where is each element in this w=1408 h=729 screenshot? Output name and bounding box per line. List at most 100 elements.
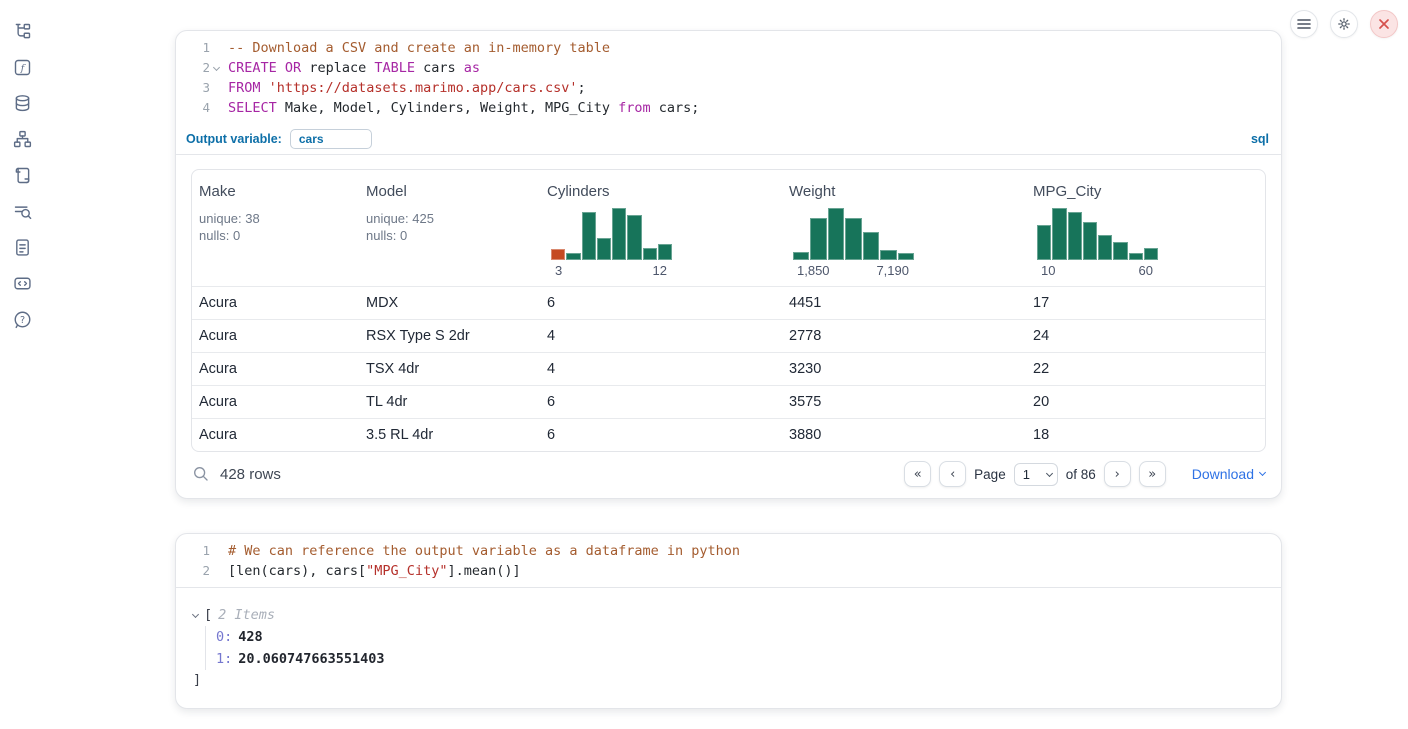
histogram-bar[interactable] xyxy=(1037,225,1052,260)
code-line[interactable]: 1 # We can reference the output variable … xyxy=(202,543,741,559)
tree-close-bracket: ] xyxy=(193,672,202,688)
table-cell: Acura xyxy=(199,295,237,311)
table-cell: 4 xyxy=(547,361,556,377)
histogram-bar[interactable] xyxy=(1067,212,1082,260)
table-cell: 6 xyxy=(547,295,556,311)
last-page-button[interactable]: » xyxy=(1138,461,1166,487)
histogram-bar[interactable] xyxy=(1082,222,1097,260)
svg-text:f: f xyxy=(19,63,25,74)
column-stats: unique: 425 nulls: 0 xyxy=(366,211,434,243)
histogram-bar[interactable] xyxy=(793,252,810,260)
table-cell: 22 xyxy=(1033,361,1050,377)
table-cell: 3.5 RL 4dr xyxy=(366,427,434,443)
gear-icon[interactable] xyxy=(1330,10,1358,38)
output-variable-label: Output variable: xyxy=(186,132,282,146)
variables-function-icon[interactable]: f xyxy=(10,56,35,79)
row-count: 428 rows xyxy=(220,465,281,483)
table-body: Acura MDX 6 4451 17 Acura RSX Type S 2dr 4 2778 2… xyxy=(192,286,1265,451)
table-cell: 2778 xyxy=(789,328,822,344)
histogram-bar[interactable] xyxy=(1143,248,1158,260)
histogram-bar[interactable] xyxy=(827,208,845,260)
histogram-bar[interactable] xyxy=(627,215,642,260)
cell-output-divider xyxy=(176,587,1281,588)
tree-collapse-icon[interactable] xyxy=(191,610,200,618)
histogram-bar[interactable] xyxy=(1052,208,1067,260)
page-select[interactable]: 1 xyxy=(1013,462,1058,486)
first-page-button[interactable]: « xyxy=(904,461,932,487)
histogram-bar[interactable] xyxy=(1128,253,1143,260)
logs-search-icon[interactable] xyxy=(10,200,35,223)
topbar-controls xyxy=(1290,10,1398,38)
column-histogram[interactable]: 10 60 xyxy=(1037,207,1158,278)
code-line[interactable]: 4 SELECT Make, Model, Cylinders, Weight, … xyxy=(202,100,700,116)
file-explorer-tree-icon[interactable] xyxy=(10,20,35,43)
download-button[interactable]: Download xyxy=(1192,466,1267,482)
table-cell: Acura xyxy=(199,394,237,410)
table-cell: 6 xyxy=(547,394,556,410)
data-table: Make unique: 38 nulls: 0 Model unique: 425 nu… xyxy=(191,169,1266,452)
table-row[interactable]: Acura MDX 6 4451 17 xyxy=(192,286,1265,319)
column-header[interactable]: Make unique: 38 nulls: 0 xyxy=(192,170,359,286)
histogram-bar[interactable] xyxy=(642,248,657,260)
column-histogram[interactable]: 1,850 7,190 xyxy=(793,207,914,278)
scratchpad-scroll-icon[interactable] xyxy=(10,164,35,187)
prev-page-button[interactable]: ‹ xyxy=(939,461,967,487)
histogram-bar[interactable] xyxy=(612,208,627,260)
svg-text:?: ? xyxy=(19,315,24,326)
code-line[interactable]: 2 [len(cars), cars["MPG_City"].mean()] xyxy=(202,563,521,579)
table-row[interactable]: Acura 3.5 RL 4dr 6 3880 18 xyxy=(192,418,1265,451)
histogram-bar[interactable] xyxy=(551,249,566,260)
histogram-bar[interactable] xyxy=(1098,235,1113,260)
table-cell: Acura xyxy=(199,328,237,344)
dependency-graph-icon[interactable] xyxy=(10,128,35,151)
histogram-bar[interactable] xyxy=(566,253,581,260)
output-variable-input[interactable] xyxy=(289,129,372,149)
table-row[interactable]: Acura TSX 4dr 4 3230 22 xyxy=(192,352,1265,385)
pagination: « ‹ Page 1 of 86 › » Download xyxy=(904,461,1267,487)
table-footer: 428 rows « ‹ Page 1 of 86 › » Download xyxy=(176,452,1281,498)
column-header[interactable]: Model unique: 425 nulls: 0 xyxy=(359,170,540,286)
code-line[interactable]: 2 CREATE OR replace TABLE cars as xyxy=(202,60,481,76)
sidebar: f ? xyxy=(0,0,44,729)
menu-icon[interactable] xyxy=(1290,10,1318,38)
sql-code-editor[interactable]: 1 -- Download a CSV and create an in-memo… xyxy=(176,31,1281,124)
histogram-max-label: 60 xyxy=(1138,263,1153,278)
shutdown-close-icon[interactable] xyxy=(1370,10,1398,38)
table-cell: 3575 xyxy=(789,394,822,410)
histogram-bar[interactable] xyxy=(596,238,611,260)
histogram-bar[interactable] xyxy=(880,250,897,260)
histogram-max-label: 12 xyxy=(652,263,667,278)
column-header[interactable]: Cylinders 3 12 xyxy=(540,170,782,286)
table-cell: 3880 xyxy=(789,427,822,443)
documentation-page-icon[interactable] xyxy=(10,236,35,259)
snippets-code-icon[interactable] xyxy=(10,272,35,295)
table-cell: 6 xyxy=(547,427,556,443)
column-header[interactable]: Weight 1,850 7,190 xyxy=(782,170,1026,286)
histogram-bar[interactable] xyxy=(897,253,914,260)
histogram-bar[interactable] xyxy=(810,218,827,260)
table-row[interactable]: Acura TL 4dr 6 3575 20 xyxy=(192,385,1265,418)
table-cell: 24 xyxy=(1033,328,1050,344)
histogram-bar[interactable] xyxy=(581,212,596,260)
table-cell: TSX 4dr xyxy=(366,361,420,377)
help-chat-icon[interactable]: ? xyxy=(10,308,35,331)
table-cell: MDX xyxy=(366,295,399,311)
histogram-max-label: 7,190 xyxy=(876,263,909,278)
table-row[interactable]: Acura RSX Type S 2dr 4 2778 24 xyxy=(192,319,1265,352)
next-page-button[interactable]: › xyxy=(1103,461,1131,487)
histogram-bar[interactable] xyxy=(845,218,862,260)
table-cell: Acura xyxy=(199,427,237,443)
histogram-bar[interactable] xyxy=(862,232,880,260)
code-line[interactable]: 1 -- Download a CSV and create an in-memo… xyxy=(202,40,611,56)
tree-entry: 1: 20.060747663551403 xyxy=(216,651,385,667)
histogram-bar[interactable] xyxy=(657,244,672,260)
table-cell: 4 xyxy=(547,328,556,344)
datasources-database-icon[interactable] xyxy=(10,92,35,115)
search-icon[interactable] xyxy=(192,465,210,483)
code-line[interactable]: 3 FROM 'https://datasets.marimo.app/cars.… xyxy=(202,80,586,96)
column-header[interactable]: MPG_City 10 60 xyxy=(1026,170,1265,286)
python-code-editor[interactable]: 1 # We can reference the output variable … xyxy=(176,534,1281,587)
histogram-bar[interactable] xyxy=(1113,242,1128,260)
table-cell: 18 xyxy=(1033,427,1050,443)
column-histogram[interactable]: 3 12 xyxy=(551,207,672,278)
